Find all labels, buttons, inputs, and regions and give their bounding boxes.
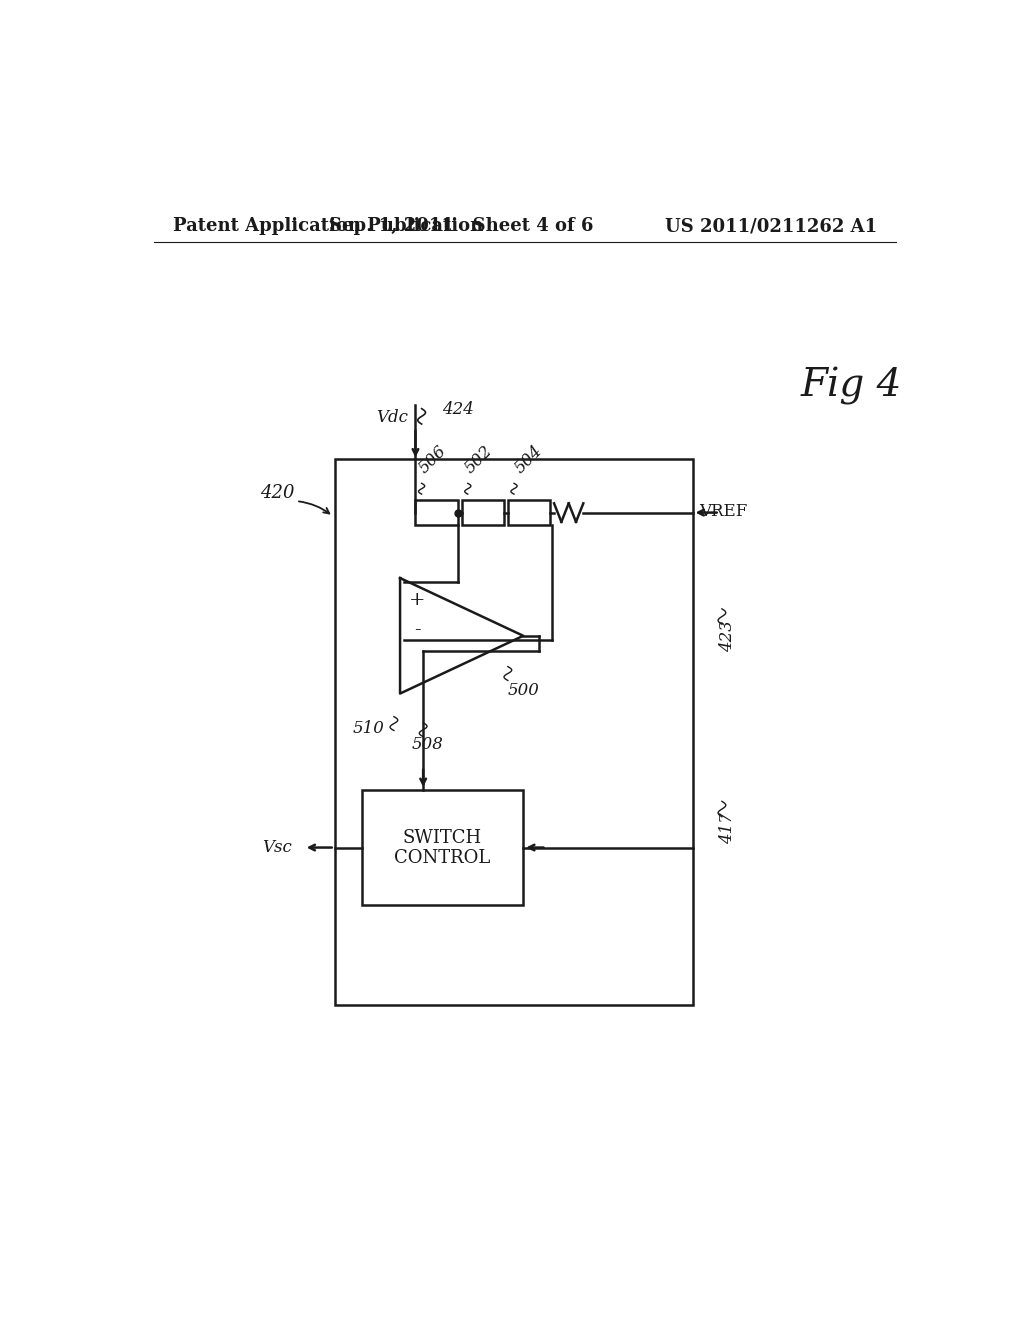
Bar bbox=[335, 459, 692, 1006]
Text: SWITCH: SWITCH bbox=[402, 829, 482, 847]
Text: 424: 424 bbox=[442, 401, 474, 418]
Text: 502: 502 bbox=[462, 442, 496, 478]
Text: Fig 4: Fig 4 bbox=[801, 367, 902, 404]
Text: 417: 417 bbox=[719, 812, 736, 845]
Text: 510: 510 bbox=[353, 719, 385, 737]
Text: Vdc: Vdc bbox=[376, 409, 408, 425]
Bar bbox=[416, 500, 458, 525]
Text: CONTROL: CONTROL bbox=[394, 849, 490, 867]
Text: US 2011/0211262 A1: US 2011/0211262 A1 bbox=[666, 218, 878, 235]
Text: 423: 423 bbox=[719, 620, 736, 652]
Bar bbox=[462, 500, 504, 525]
Text: 506: 506 bbox=[415, 442, 450, 478]
Bar bbox=[508, 500, 550, 525]
Text: Vsc: Vsc bbox=[262, 840, 292, 857]
Text: 420: 420 bbox=[260, 484, 294, 503]
Text: Sep. 1, 2011   Sheet 4 of 6: Sep. 1, 2011 Sheet 4 of 6 bbox=[330, 218, 594, 235]
Text: 508: 508 bbox=[412, 737, 443, 752]
Text: VREF: VREF bbox=[698, 503, 748, 520]
Text: -: - bbox=[414, 620, 420, 639]
Text: 500: 500 bbox=[508, 682, 540, 700]
Text: Patent Application Publication: Patent Application Publication bbox=[173, 218, 483, 235]
Bar bbox=[361, 789, 523, 906]
Text: +: + bbox=[409, 590, 425, 609]
Text: 504: 504 bbox=[511, 442, 546, 478]
